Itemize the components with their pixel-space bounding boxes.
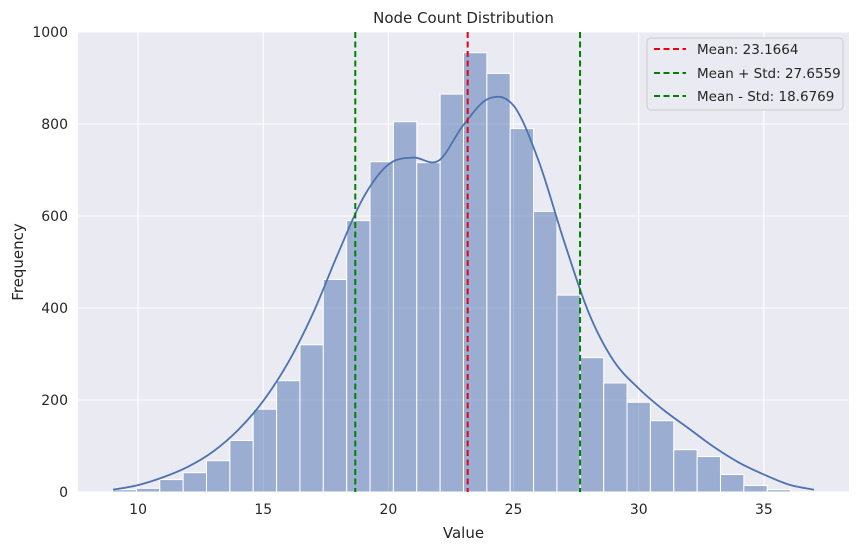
histogram-bar <box>416 162 441 493</box>
histogram-bar <box>369 161 394 493</box>
y-tick-label: 600 <box>41 209 68 225</box>
histogram-bar <box>603 382 628 493</box>
histogram-bar <box>649 420 675 493</box>
x-tick-label: 30 <box>630 502 648 518</box>
histogram-bar <box>743 485 768 493</box>
y-axis-title: Frequency <box>9 223 27 301</box>
histogram-bar <box>276 380 301 493</box>
histogram-bar <box>299 344 324 493</box>
histogram-bar <box>673 449 698 493</box>
y-tick-label: 1000 <box>32 25 68 41</box>
y-tick-label: 800 <box>41 117 68 133</box>
histogram-bar <box>112 489 137 493</box>
x-tick-label: 20 <box>379 502 397 518</box>
x-axis-title: Value <box>443 524 484 542</box>
histogram-bar <box>439 93 464 493</box>
y-tick-label: 400 <box>41 301 68 317</box>
histogram-bar <box>159 479 184 493</box>
histogram-bar <box>229 439 254 493</box>
histogram-bar <box>626 401 651 493</box>
histogram-bar <box>719 474 745 493</box>
x-tick-label: 35 <box>755 502 773 518</box>
histogram-bar <box>486 72 511 493</box>
kde-curve-group <box>112 95 815 491</box>
axis-ticks: 10 15 20 25 30 35 0 200 400 600 800 1000 <box>32 25 772 518</box>
histogram-bar <box>533 210 558 493</box>
histogram-bar <box>696 456 721 493</box>
histogram-bar <box>182 472 207 493</box>
y-tick-label: 200 <box>41 393 68 409</box>
histogram-bar <box>346 220 371 493</box>
histogram-bar <box>556 294 581 493</box>
x-tick-label: 10 <box>129 502 147 518</box>
histogram-bar <box>579 357 605 493</box>
y-tick-label: 0 <box>59 485 68 501</box>
reference-lines <box>354 32 582 492</box>
histogram-bar <box>766 489 792 493</box>
legend-label-mean-plus-std: Mean + Std: 27.6559 <box>697 66 841 82</box>
legend: Mean: 23.1664 Mean + Std: 27.6559 Mean -… <box>646 37 844 111</box>
histogram-bar <box>322 278 348 493</box>
histogram-bar <box>135 487 161 493</box>
histogram-bars <box>112 52 792 493</box>
chart-title: Node Count Distribution <box>373 9 554 27</box>
histogram-bar <box>205 460 231 493</box>
legend-box <box>646 37 844 111</box>
x-tick-label: 15 <box>254 502 272 518</box>
x-tick-label: 25 <box>505 502 523 518</box>
histogram-bar <box>509 128 535 493</box>
histogram-bar <box>392 121 418 493</box>
legend-label-mean-minus-std: Mean - Std: 18.6769 <box>697 89 834 105</box>
kde-curve <box>112 95 815 491</box>
histogram-bar <box>252 408 278 493</box>
legend-label-mean: Mean: 23.1664 <box>697 42 798 58</box>
